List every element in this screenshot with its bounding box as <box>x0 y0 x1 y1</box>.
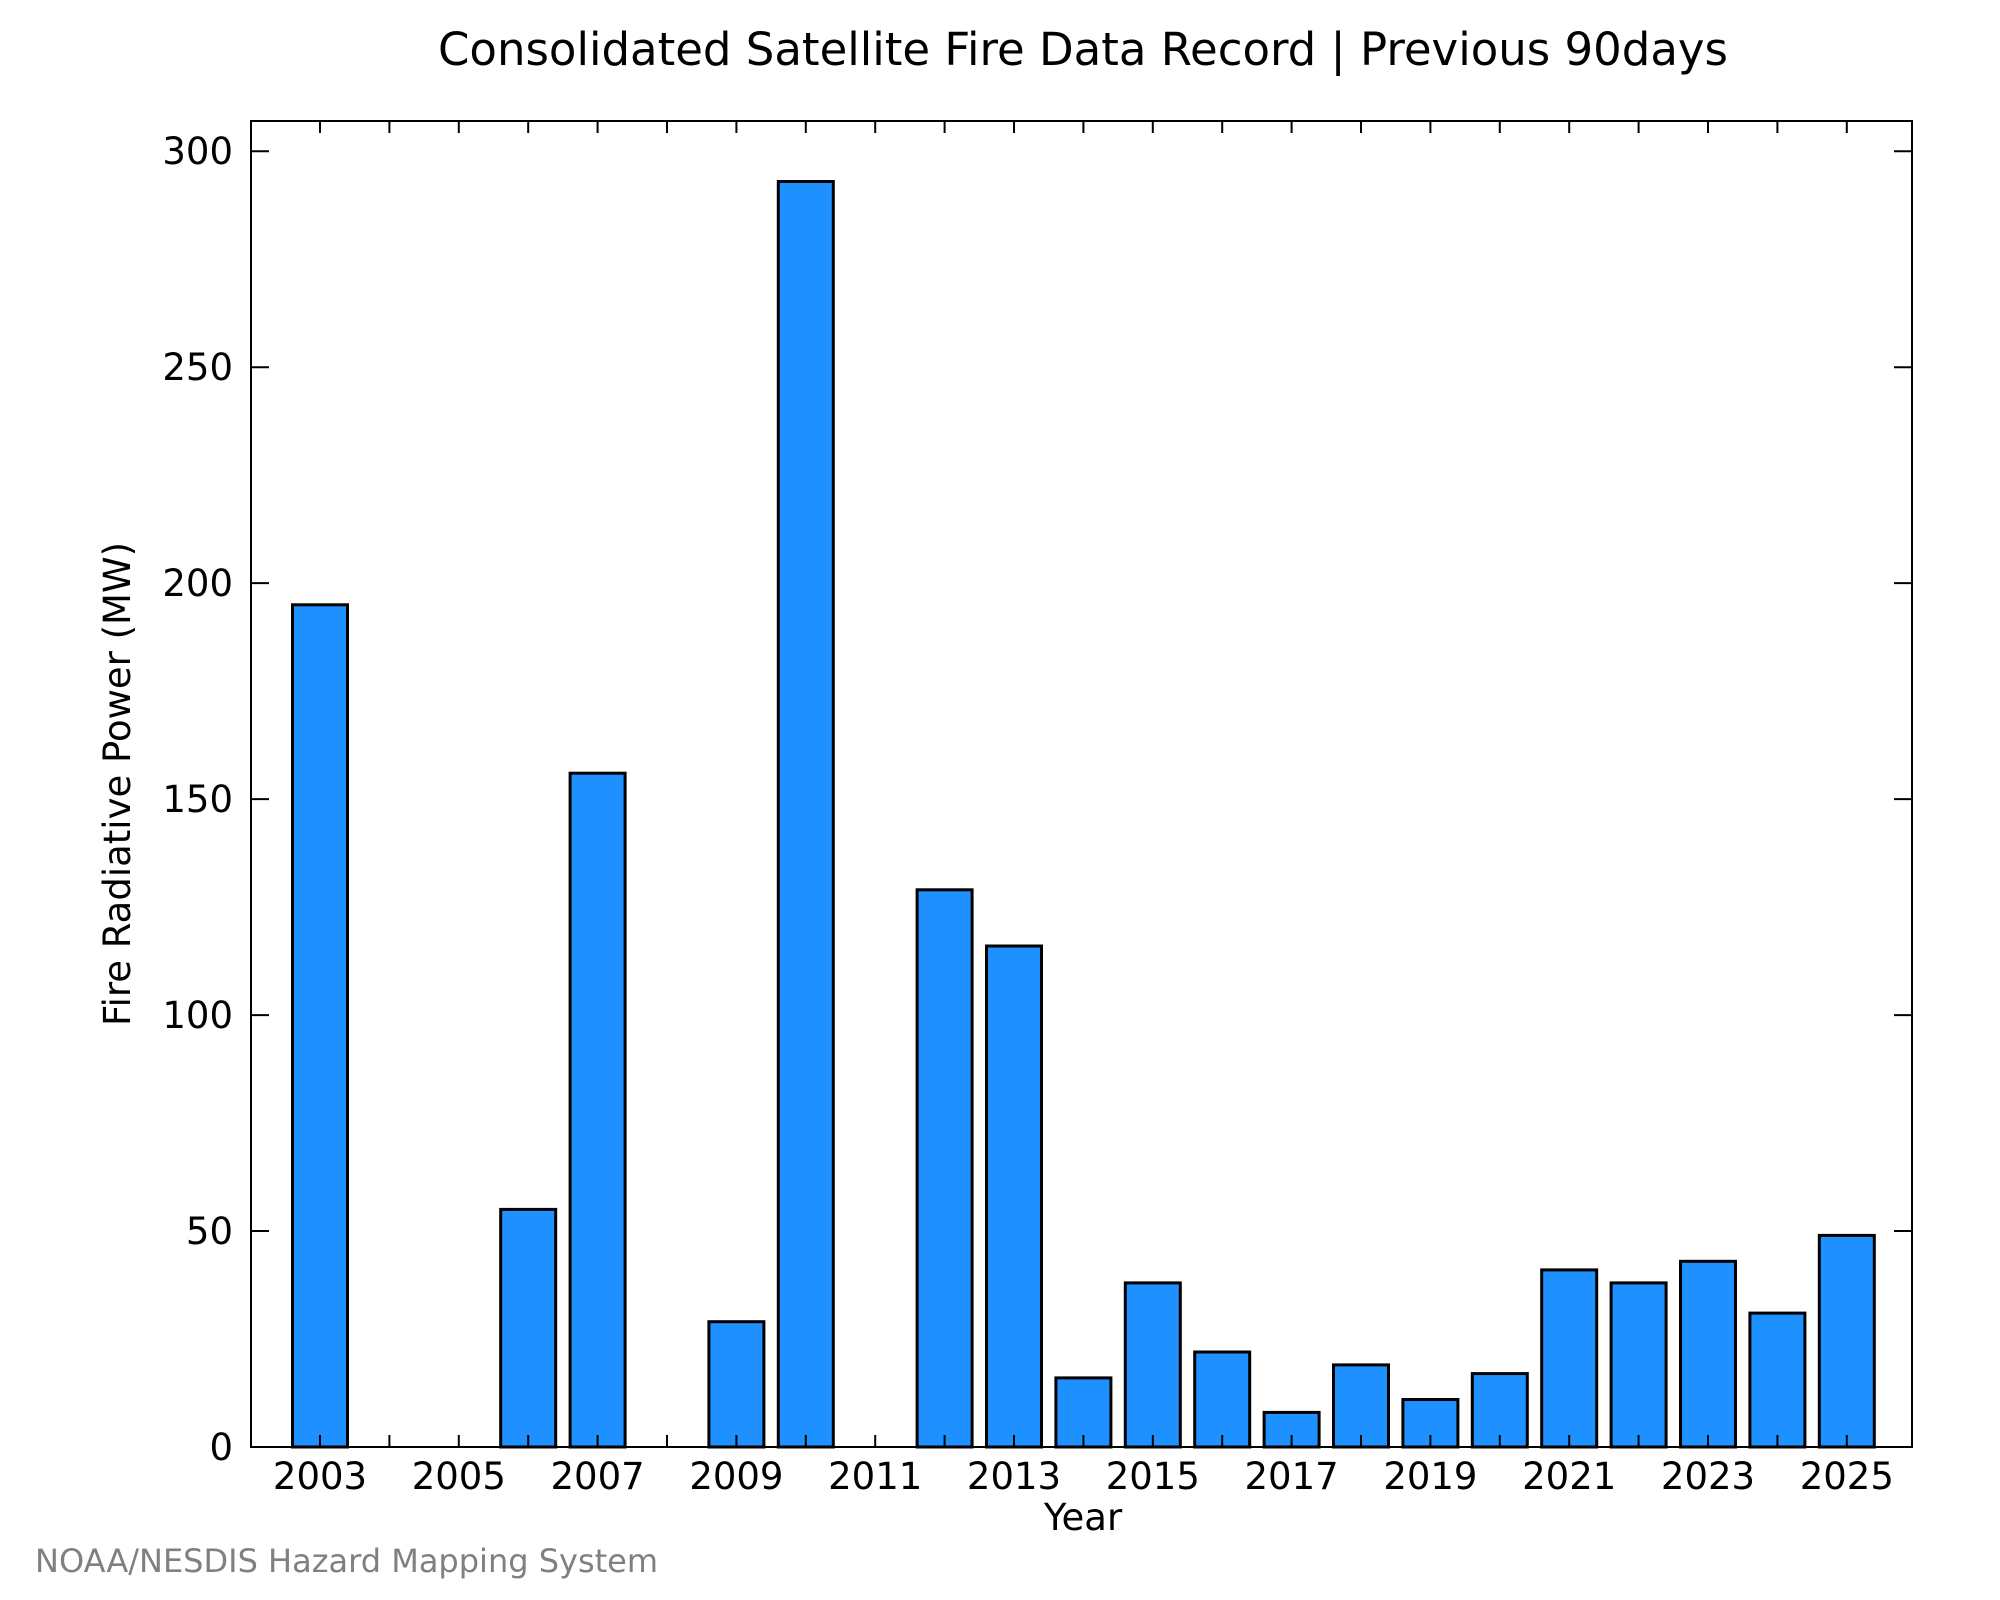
bar-2022 <box>1609 1281 1668 1449</box>
x-tick-label-2005: 2005 <box>412 1455 506 1498</box>
x-tick-label-2015: 2015 <box>1106 1455 1200 1498</box>
y-tick-label-200: 200 <box>162 562 233 605</box>
y-tick-label-300: 300 <box>162 130 233 173</box>
x-tick-label-2009: 2009 <box>689 1455 783 1498</box>
y-tick-label-250: 250 <box>162 346 233 389</box>
bar-2024 <box>1748 1311 1807 1449</box>
bar-2016 <box>1193 1350 1252 1449</box>
bar-2012 <box>915 888 974 1449</box>
bar-2023 <box>1679 1259 1737 1449</box>
bar-2006 <box>499 1207 558 1449</box>
bar-2009 <box>707 1320 766 1449</box>
bars-group <box>291 180 1876 1449</box>
x-tick-label-2007: 2007 <box>551 1455 645 1498</box>
x-tick-label-2003: 2003 <box>273 1455 367 1498</box>
y-tick-label-0: 0 <box>209 1426 233 1469</box>
y-axis-ticks: 0 50 100 150 200 250 300 <box>162 130 1912 1469</box>
chart-title: Consolidated Satellite Fire Data Record … <box>438 23 1728 76</box>
x-tick-label-2019: 2019 <box>1383 1455 1477 1498</box>
bar-2025 <box>1817 1233 1876 1449</box>
x-tick-label-2023: 2023 <box>1661 1455 1755 1498</box>
bar-2020 <box>1470 1372 1529 1449</box>
x-tick-label-2013: 2013 <box>967 1455 1061 1498</box>
bar-2007 <box>568 771 627 1449</box>
bar-2015 <box>1123 1281 1182 1449</box>
x-axis-ticks: 2003 2005 2007 2009 2011 2013 2015 2017 2019 2021… <box>273 121 1894 1498</box>
bar-2013 <box>985 944 1043 1449</box>
x-tick-label-2011: 2011 <box>828 1455 922 1498</box>
y-tick-label-50: 50 <box>186 1210 233 1253</box>
x-tick-label-2025: 2025 <box>1800 1455 1894 1498</box>
credit-text: NOAA/NESDIS Hazard Mapping System <box>35 1542 658 1580</box>
bar-2018 <box>1332 1363 1390 1449</box>
bar-2003 <box>291 603 349 1449</box>
x-tick-label-2021: 2021 <box>1522 1455 1616 1498</box>
bar-2010 <box>776 180 835 1449</box>
y-axis-label: Fire Radiative Power (MW) <box>96 542 139 1026</box>
bar-2021 <box>1540 1268 1599 1449</box>
x-tick-label-2017: 2017 <box>1245 1455 1339 1498</box>
y-tick-label-100: 100 <box>162 994 233 1037</box>
y-tick-label-150: 150 <box>162 778 233 821</box>
x-axis-label: Year <box>1043 1496 1123 1539</box>
